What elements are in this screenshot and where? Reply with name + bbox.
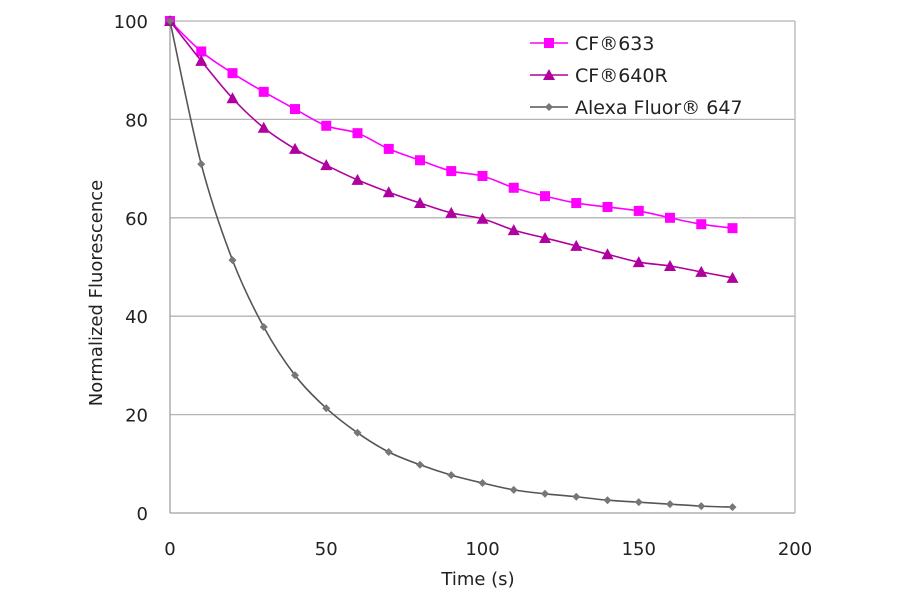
data-point xyxy=(257,121,270,133)
y-tick-label: 100 xyxy=(114,12,148,33)
data-point xyxy=(666,500,674,509)
data-point xyxy=(415,155,425,166)
legend: CF®633 CF®640R Alexa Fluor® 647 xyxy=(530,33,743,119)
x-tick-label: 100 xyxy=(465,539,499,560)
data-point xyxy=(571,198,582,209)
legend-label-cf640r: CF®640R xyxy=(575,65,668,87)
y-tick-label: 40 xyxy=(125,307,148,328)
data-point xyxy=(572,492,581,501)
data-point xyxy=(446,166,457,177)
data-point xyxy=(384,447,393,456)
data-point xyxy=(226,92,239,104)
series-1 xyxy=(164,15,739,283)
data-point xyxy=(445,206,458,218)
y-axis-label: Normalized Fluorescence xyxy=(86,180,107,406)
data-point xyxy=(259,323,268,332)
data-point xyxy=(228,256,237,265)
legend-marker xyxy=(543,69,555,80)
tick-labels: 0 20 40 60 80 100 0 50 100 150 200 xyxy=(114,12,813,560)
data-point xyxy=(227,68,238,79)
data-point xyxy=(258,86,269,97)
data-point xyxy=(541,489,549,498)
data-point xyxy=(697,502,706,511)
data-point xyxy=(351,173,364,185)
data-point xyxy=(290,104,300,115)
data-point xyxy=(508,182,519,193)
y-tick-label: 60 xyxy=(125,209,148,230)
legend-marker xyxy=(544,38,554,48)
data-point xyxy=(289,142,301,154)
data-point xyxy=(601,248,614,260)
data-point xyxy=(477,170,488,181)
data-point xyxy=(447,471,456,480)
data-point xyxy=(197,160,206,169)
data-point xyxy=(352,128,363,139)
data-point xyxy=(353,428,362,437)
x-tick-label: 150 xyxy=(622,539,656,560)
data-point xyxy=(726,271,739,283)
data-point xyxy=(664,260,676,272)
data-point xyxy=(603,496,612,505)
y-tick-label: 20 xyxy=(125,406,148,427)
y-tick-label: 0 xyxy=(137,504,148,525)
data-point xyxy=(166,17,174,25)
data-point xyxy=(539,231,551,243)
data-point xyxy=(478,478,487,487)
data-point xyxy=(321,120,332,131)
data-point xyxy=(695,265,708,277)
series-line xyxy=(169,20,733,279)
data-point xyxy=(291,371,299,380)
x-tick-label: 200 xyxy=(778,539,812,560)
data-point xyxy=(195,54,208,66)
data-point xyxy=(665,212,675,223)
data-point xyxy=(540,191,550,202)
legend-marker xyxy=(545,103,553,111)
data-point xyxy=(196,46,207,57)
data-point xyxy=(728,503,737,512)
series-group xyxy=(164,15,739,512)
data-point xyxy=(633,205,644,216)
data-point xyxy=(632,256,645,268)
data-point xyxy=(476,212,489,224)
x-axis-label: Time (s) xyxy=(440,569,514,590)
x-tick-label: 50 xyxy=(315,539,338,560)
legend-label-alexa647: Alexa Fluor® 647 xyxy=(575,97,743,119)
data-point xyxy=(602,201,613,212)
data-point xyxy=(727,223,738,234)
data-point xyxy=(383,143,394,154)
series-2 xyxy=(166,17,737,512)
x-tick-label: 0 xyxy=(164,539,175,560)
data-point xyxy=(414,197,426,209)
data-point xyxy=(509,485,518,494)
series-0 xyxy=(165,16,738,234)
data-point xyxy=(416,460,424,469)
data-point xyxy=(320,159,333,171)
legend-label-cf633: CF®633 xyxy=(575,33,654,55)
data-point xyxy=(382,186,395,198)
data-point xyxy=(696,219,707,230)
data-point xyxy=(322,404,331,413)
data-point xyxy=(570,239,583,251)
y-tick-label: 80 xyxy=(125,110,148,131)
data-point xyxy=(507,224,520,236)
data-point xyxy=(634,498,643,507)
